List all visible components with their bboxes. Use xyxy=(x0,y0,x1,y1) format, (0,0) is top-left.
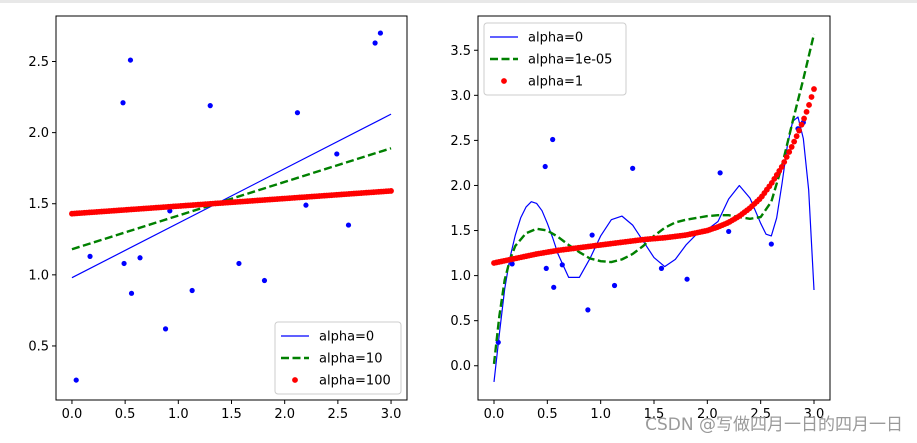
data-point xyxy=(121,260,127,267)
data-point xyxy=(550,136,556,143)
series-marker-alpha-1 xyxy=(791,138,798,145)
y-tick-label: 2.0 xyxy=(450,179,471,194)
x-tick-label: 2.0 xyxy=(274,407,295,422)
series-marker-alpha-1 xyxy=(796,127,803,134)
data-point xyxy=(207,103,213,109)
series-marker-alpha-1 xyxy=(806,102,812,108)
x-tick-label: 3.0 xyxy=(381,407,402,422)
data-point xyxy=(589,232,595,238)
data-point xyxy=(585,307,591,313)
data-point xyxy=(261,277,268,284)
subplot-right: 0.0 0.5 1.0 1.5 2.0 2.5 3.0 0.0 0.5 1.0 1.5 2.0 2.5 3… xyxy=(450,15,831,422)
y-tick-label: 0.0 xyxy=(450,359,471,374)
data-point xyxy=(377,30,384,36)
y-tick-label: 1.5 xyxy=(28,197,49,212)
subplot-left: 0.0 0.5 1.0 1.5 2.0 2.5 3.0 0.5 1.0 1.5 2.0 2.5 alph… xyxy=(28,15,408,422)
series-marker-alpha-1 xyxy=(803,108,810,115)
legend-label: alpha=0 xyxy=(319,330,374,345)
data-point xyxy=(717,170,723,176)
series-line-alpha-0 xyxy=(71,113,392,279)
data-point xyxy=(543,265,549,271)
legend-label: alpha=1 xyxy=(528,75,583,90)
data-point xyxy=(128,290,135,296)
y-tick-label: 3.0 xyxy=(450,89,471,104)
y-tick-label: 1.0 xyxy=(450,269,471,284)
y-tick-label: 1.5 xyxy=(450,224,471,239)
series-marker-alpha-1 xyxy=(801,115,807,122)
data-point xyxy=(87,253,93,259)
top-divider xyxy=(0,0,917,3)
data-point xyxy=(684,276,690,282)
legend-box xyxy=(483,22,627,96)
data-point xyxy=(509,261,515,267)
y-tick-label: 2.5 xyxy=(28,55,49,70)
x-tick-label: 2.5 xyxy=(328,407,349,422)
legend-marker xyxy=(292,377,298,383)
series-marker-alpha-1 xyxy=(786,149,793,155)
legend-label: alpha=1e-05 xyxy=(528,53,612,68)
legend-box xyxy=(274,321,402,395)
series-line-alpha-0 xyxy=(493,116,815,383)
data-point xyxy=(726,228,732,235)
y-tick-label: 0.5 xyxy=(28,339,49,354)
x-tick-label: 0.0 xyxy=(484,407,505,422)
data-point xyxy=(189,287,195,294)
series-marker-alpha-1 xyxy=(811,86,817,92)
y-tick-label: 1.0 xyxy=(28,268,49,283)
legend: alpha=0 alpha=1e-05 alpha=1 xyxy=(483,22,627,96)
series-line-alpha-10 xyxy=(71,147,392,251)
series-marker-alpha-1 xyxy=(781,159,788,165)
x-tick-label: 2.0 xyxy=(697,407,718,422)
x-tick-label: 1.0 xyxy=(590,407,611,422)
data-point xyxy=(334,151,340,157)
series-marker-alpha-1 xyxy=(778,164,785,170)
data-point xyxy=(236,260,242,267)
plot-area xyxy=(491,33,817,383)
data-point xyxy=(372,40,378,46)
series-marker-alpha-1 xyxy=(783,154,790,160)
x-tick-label: 0.5 xyxy=(537,407,558,422)
data-point xyxy=(611,282,618,289)
series-marker-alpha-100 xyxy=(388,188,394,194)
data-point xyxy=(137,255,143,261)
y-tick-label: 0.5 xyxy=(450,314,471,329)
data-point xyxy=(658,265,665,271)
data-point xyxy=(127,57,134,63)
watermark: CSDN @写做四月一日的四月一日 xyxy=(645,415,903,435)
x-tick-label: 0.0 xyxy=(62,407,83,422)
data-point xyxy=(294,110,301,116)
data-point xyxy=(768,241,774,247)
series-line-alpha-1e-05 xyxy=(492,33,816,365)
legend: alpha=0 alpha=10 alpha=100 xyxy=(274,321,402,395)
data-point xyxy=(303,202,309,208)
series-marker-alpha-1 xyxy=(798,121,805,128)
data-point xyxy=(73,377,79,383)
x-tick-label: 3.0 xyxy=(804,407,825,422)
data-point xyxy=(120,100,126,106)
data-point xyxy=(345,222,352,228)
x-tick-label: 0.5 xyxy=(115,407,136,422)
data-point xyxy=(630,165,636,171)
legend-marker xyxy=(501,78,507,84)
data-point xyxy=(162,326,169,332)
series-marker-alpha-1 xyxy=(808,94,815,100)
y-tick-label: 2.5 xyxy=(450,134,471,149)
series-marker-alpha-1 xyxy=(793,133,800,140)
data-point xyxy=(551,284,557,290)
legend-label: alpha=100 xyxy=(319,374,391,389)
x-tick-label: 1.0 xyxy=(168,407,189,422)
series-marker-alpha-1 xyxy=(788,144,795,150)
x-tick-label: 2.5 xyxy=(750,407,771,422)
legend-label: alpha=0 xyxy=(528,31,583,46)
plot-area xyxy=(69,30,394,383)
y-tick-label: 2.0 xyxy=(28,126,49,141)
x-tick-label: 1.5 xyxy=(644,407,665,422)
y-tick-label: 3.5 xyxy=(450,44,471,59)
legend-label: alpha=10 xyxy=(319,352,382,367)
data-point xyxy=(542,163,548,170)
x-tick-label: 1.5 xyxy=(221,407,242,422)
